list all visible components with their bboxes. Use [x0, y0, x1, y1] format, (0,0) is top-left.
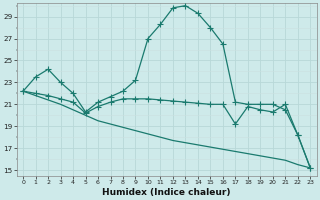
X-axis label: Humidex (Indice chaleur): Humidex (Indice chaleur): [102, 188, 231, 197]
